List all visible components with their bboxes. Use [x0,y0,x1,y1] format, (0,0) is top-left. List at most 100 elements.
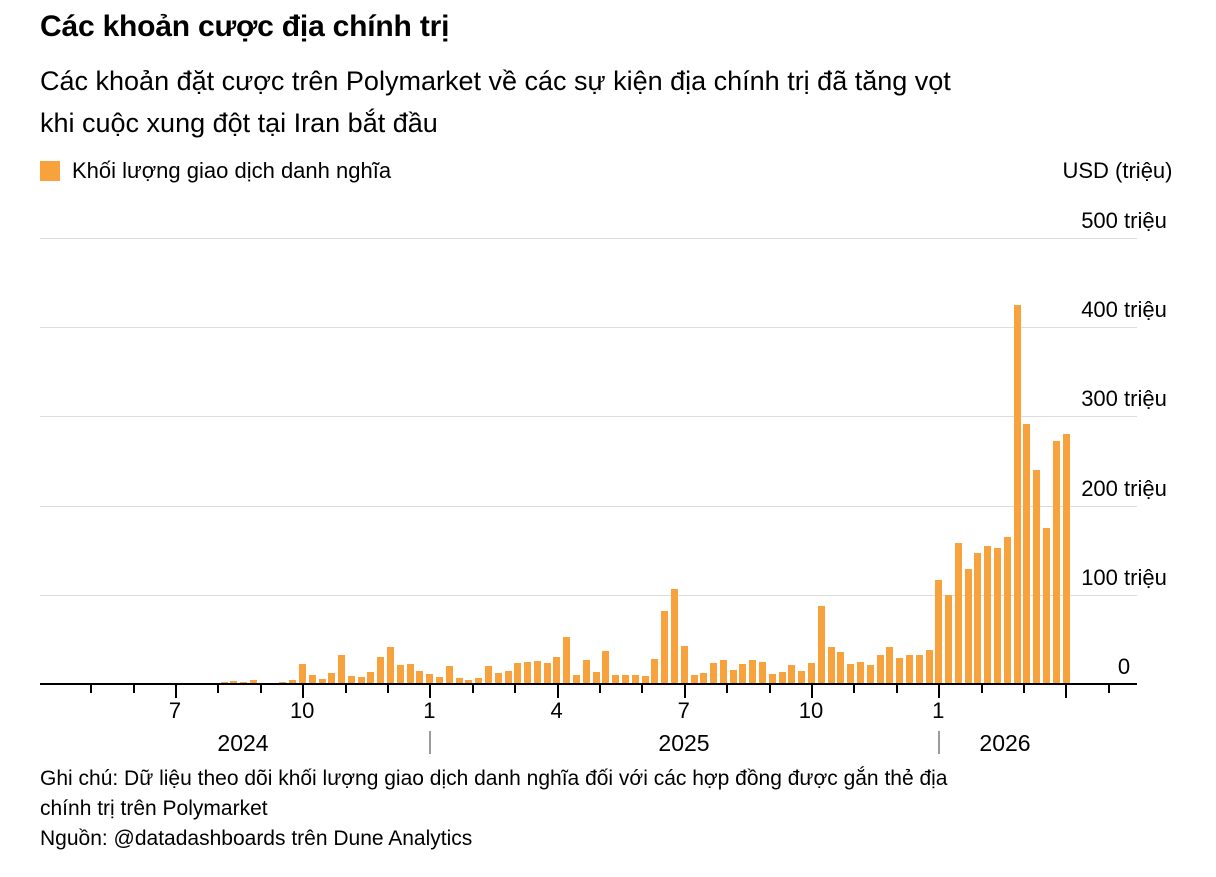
bar [719,660,727,684]
bar [445,666,453,684]
x-tick [726,685,729,693]
bar [945,595,952,684]
bar [533,661,541,684]
bar [856,662,864,684]
x-tick [132,685,135,693]
bar [827,647,835,684]
bar [328,673,336,684]
bar [1023,424,1031,684]
x-tick [683,685,686,698]
bar [631,675,639,684]
bar [808,663,815,684]
x-tick [90,685,93,693]
bar [249,680,257,684]
bar [406,664,414,684]
chart-subtitle-line1: Các khoản đặt cược trên Polymarket về cá… [40,66,951,96]
x-tick [895,685,898,693]
x-year-label-2024: 2024 [217,730,269,756]
bar [1003,537,1011,684]
x-tick [514,685,517,693]
x-tick [217,685,220,693]
x-month-label-0: 7 [168,698,182,723]
x-tick [175,685,177,698]
bar [661,611,669,684]
bar [651,659,659,684]
x-tick [429,685,432,698]
bar [308,675,316,684]
bar [1052,441,1060,684]
bar [553,657,561,684]
y-tick-label-500: 500 triệu [1081,208,1167,233]
x-tick [853,685,856,693]
bar [768,674,776,684]
bar [543,663,551,684]
x-month-label-3: 4 [550,698,563,723]
y-gridline-500 [40,238,1137,239]
bar [230,681,238,684]
x-month-label-5: 10 [798,698,824,723]
bar [680,646,688,684]
bar [925,650,933,684]
bar [592,672,600,684]
bar [436,677,443,684]
bar [367,672,375,684]
bar [837,652,845,684]
bar [964,569,972,684]
y-tick-label-100: 100 triệu [1081,564,1167,590]
legend-swatch-icon [40,161,60,181]
y-tick-label-0: 0 [1117,654,1131,679]
bar [387,647,394,684]
bar [455,678,463,684]
bar [298,664,306,684]
bar [612,675,620,684]
y-gridline-100 [40,594,1137,596]
x-year-label-2025: 2025 [658,730,710,756]
bar [905,655,913,684]
x-month-label-1: 10 [289,698,315,723]
bar [563,637,571,684]
bar [915,655,923,684]
bar [984,546,992,684]
x-tick [768,685,771,693]
bar [426,674,434,684]
bar [289,680,297,684]
x-month-label-6: 1 [932,698,945,723]
footer: Ghi chú: Dữ liệu theo dõi khối lượng gia… [40,764,1170,854]
bar [475,678,483,684]
footer-note-line2: chính trị trên Polymarket [40,797,268,820]
x-tick [641,685,644,693]
bar [886,647,894,684]
legend-label: Khối lượng giao dịch danh nghĩa [72,158,392,183]
bar [357,677,365,684]
bar [866,665,874,684]
chart-subtitle-line2: khi cuộc xung đột tại Iran bắt đầu [40,108,438,138]
bar [338,655,346,684]
y-gridline-400 [40,327,1137,329]
bar [817,606,825,684]
bar [896,658,904,684]
bar [710,663,718,684]
bar [347,676,355,684]
bar [622,675,629,684]
bar [377,657,385,684]
bar [641,676,649,684]
bar [484,666,492,684]
bar [416,671,424,684]
x-tick [980,685,983,693]
bar [396,665,404,684]
chart-subtitle: Các khoản đặt cược trên Polymarket về cá… [40,60,1190,144]
bar [935,580,943,684]
bar [954,543,962,684]
bar [514,663,522,684]
bar [1042,528,1050,684]
y-tick-label-300: 300 triệu [1081,386,1167,412]
bar [1033,470,1041,684]
y-gridline-200 [40,505,1137,507]
y-gridline-300 [40,416,1137,418]
x-month-label-2: 1 [423,698,436,723]
bar [602,651,610,684]
x-axis-line [40,683,1137,685]
bar [974,553,982,684]
x-tick [344,685,347,693]
